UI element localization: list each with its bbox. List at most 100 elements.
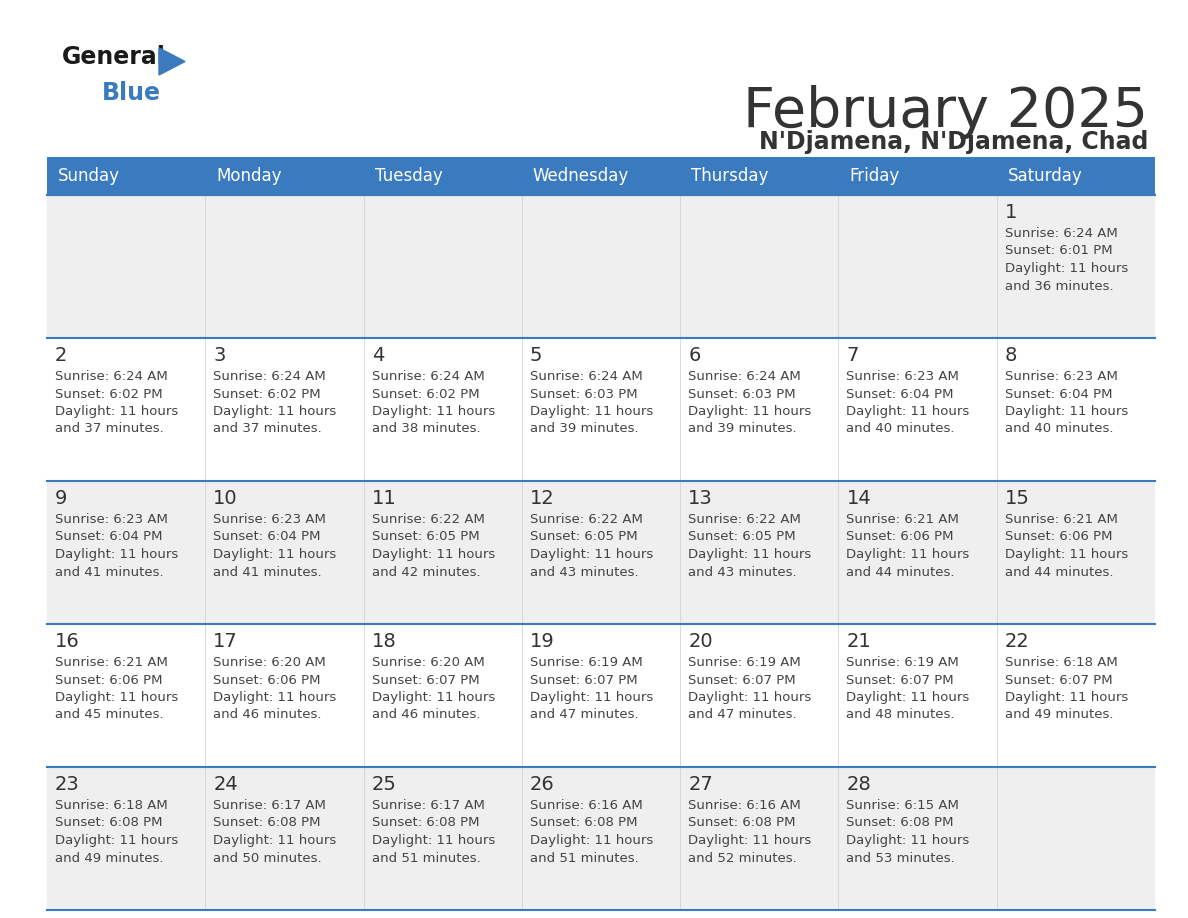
Bar — [522, 338, 681, 481]
Text: and 41 minutes.: and 41 minutes. — [55, 565, 164, 578]
Text: Sunset: 6:08 PM: Sunset: 6:08 PM — [214, 816, 321, 830]
Text: and 50 minutes.: and 50 minutes. — [214, 852, 322, 865]
Text: Daylight: 11 hours: Daylight: 11 hours — [55, 405, 178, 418]
Text: and 48 minutes.: and 48 minutes. — [846, 709, 955, 722]
Bar — [206, 624, 364, 767]
Bar — [48, 767, 206, 910]
Text: 4: 4 — [372, 346, 384, 365]
Text: Sunrise: 6:22 AM: Sunrise: 6:22 AM — [530, 513, 643, 526]
Bar — [997, 338, 1155, 481]
Text: 18: 18 — [372, 632, 397, 651]
Bar — [206, 157, 364, 195]
Text: Daylight: 11 hours: Daylight: 11 hours — [846, 548, 969, 561]
Text: and 52 minutes.: and 52 minutes. — [688, 852, 797, 865]
Text: Daylight: 11 hours: Daylight: 11 hours — [1005, 548, 1127, 561]
Bar — [997, 157, 1155, 195]
Text: 25: 25 — [372, 775, 397, 794]
Text: Sunrise: 6:15 AM: Sunrise: 6:15 AM — [846, 799, 959, 812]
Text: Sunset: 6:05 PM: Sunset: 6:05 PM — [372, 531, 479, 543]
Text: 3: 3 — [214, 346, 226, 365]
Bar — [206, 195, 364, 338]
Text: Daylight: 11 hours: Daylight: 11 hours — [530, 834, 653, 847]
Text: and 39 minutes.: and 39 minutes. — [530, 422, 638, 435]
Text: and 38 minutes.: and 38 minutes. — [372, 422, 480, 435]
Text: Daylight: 11 hours: Daylight: 11 hours — [214, 548, 336, 561]
Bar — [997, 195, 1155, 338]
Text: Sunset: 6:08 PM: Sunset: 6:08 PM — [55, 816, 163, 830]
Text: Sunrise: 6:19 AM: Sunrise: 6:19 AM — [530, 656, 643, 669]
Text: and 45 minutes.: and 45 minutes. — [55, 709, 164, 722]
Text: Daylight: 11 hours: Daylight: 11 hours — [530, 691, 653, 704]
Text: 28: 28 — [846, 775, 871, 794]
Bar — [364, 195, 522, 338]
Text: and 37 minutes.: and 37 minutes. — [214, 422, 322, 435]
Text: Daylight: 11 hours: Daylight: 11 hours — [530, 548, 653, 561]
Text: Sunrise: 6:24 AM: Sunrise: 6:24 AM — [1005, 227, 1118, 240]
Text: 6: 6 — [688, 346, 701, 365]
Bar — [48, 481, 206, 624]
Text: Sunset: 6:08 PM: Sunset: 6:08 PM — [530, 816, 637, 830]
Text: Blue: Blue — [102, 81, 162, 105]
Text: 24: 24 — [214, 775, 238, 794]
Text: 1: 1 — [1005, 203, 1017, 222]
Text: and 44 minutes.: and 44 minutes. — [1005, 565, 1113, 578]
Text: Saturday: Saturday — [1007, 167, 1082, 185]
Text: Sunrise: 6:22 AM: Sunrise: 6:22 AM — [372, 513, 485, 526]
Bar — [206, 767, 364, 910]
Text: 7: 7 — [846, 346, 859, 365]
Text: Sunset: 6:07 PM: Sunset: 6:07 PM — [1005, 674, 1112, 687]
Text: and 43 minutes.: and 43 minutes. — [530, 565, 638, 578]
Text: Sunrise: 6:21 AM: Sunrise: 6:21 AM — [55, 656, 168, 669]
Bar — [522, 624, 681, 767]
Bar — [522, 767, 681, 910]
Text: Sunrise: 6:24 AM: Sunrise: 6:24 AM — [214, 370, 326, 383]
Text: Daylight: 11 hours: Daylight: 11 hours — [214, 405, 336, 418]
Text: Sunrise: 6:20 AM: Sunrise: 6:20 AM — [372, 656, 485, 669]
Text: Friday: Friday — [849, 167, 899, 185]
Text: Sunrise: 6:21 AM: Sunrise: 6:21 AM — [1005, 513, 1118, 526]
Text: 19: 19 — [530, 632, 555, 651]
Text: Wednesday: Wednesday — [533, 167, 630, 185]
Text: 12: 12 — [530, 489, 555, 508]
Text: Daylight: 11 hours: Daylight: 11 hours — [530, 405, 653, 418]
Text: Daylight: 11 hours: Daylight: 11 hours — [55, 834, 178, 847]
Text: Tuesday: Tuesday — [374, 167, 442, 185]
Bar — [997, 481, 1155, 624]
Text: Sunrise: 6:24 AM: Sunrise: 6:24 AM — [372, 370, 485, 383]
Text: February 2025: February 2025 — [742, 85, 1148, 139]
Text: Sunrise: 6:24 AM: Sunrise: 6:24 AM — [55, 370, 168, 383]
Text: Daylight: 11 hours: Daylight: 11 hours — [372, 691, 495, 704]
Bar — [681, 624, 839, 767]
Text: Sunset: 6:05 PM: Sunset: 6:05 PM — [688, 531, 796, 543]
Text: Sunset: 6:02 PM: Sunset: 6:02 PM — [214, 387, 321, 400]
Text: Daylight: 11 hours: Daylight: 11 hours — [372, 834, 495, 847]
Bar — [997, 767, 1155, 910]
Text: and 40 minutes.: and 40 minutes. — [1005, 422, 1113, 435]
Text: 23: 23 — [55, 775, 80, 794]
Text: 8: 8 — [1005, 346, 1017, 365]
Text: 27: 27 — [688, 775, 713, 794]
Text: Sunset: 6:04 PM: Sunset: 6:04 PM — [55, 531, 163, 543]
Text: Daylight: 11 hours: Daylight: 11 hours — [688, 691, 811, 704]
Text: Sunrise: 6:22 AM: Sunrise: 6:22 AM — [688, 513, 801, 526]
Bar — [681, 195, 839, 338]
Bar — [48, 624, 206, 767]
Text: Daylight: 11 hours: Daylight: 11 hours — [688, 548, 811, 561]
Text: and 47 minutes.: and 47 minutes. — [530, 709, 638, 722]
Text: and 51 minutes.: and 51 minutes. — [530, 852, 639, 865]
Text: Sunrise: 6:19 AM: Sunrise: 6:19 AM — [846, 656, 959, 669]
Text: Monday: Monday — [216, 167, 282, 185]
Text: 15: 15 — [1005, 489, 1030, 508]
Bar — [997, 624, 1155, 767]
Text: 10: 10 — [214, 489, 238, 508]
Text: 16: 16 — [55, 632, 80, 651]
Text: Sunset: 6:06 PM: Sunset: 6:06 PM — [1005, 531, 1112, 543]
Text: and 39 minutes.: and 39 minutes. — [688, 422, 797, 435]
Text: Sunset: 6:08 PM: Sunset: 6:08 PM — [688, 816, 796, 830]
Polygon shape — [159, 48, 185, 75]
Bar — [681, 481, 839, 624]
Bar — [206, 481, 364, 624]
Bar — [839, 157, 997, 195]
Bar — [839, 624, 997, 767]
Text: Sunrise: 6:23 AM: Sunrise: 6:23 AM — [1005, 370, 1118, 383]
